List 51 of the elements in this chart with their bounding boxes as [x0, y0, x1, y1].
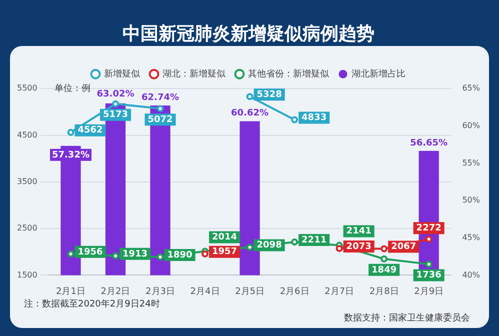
annotation: 单位：例: [54, 82, 90, 94]
y2-tick-label: 50%: [462, 196, 480, 205]
y2-tick-label: 60%: [462, 121, 480, 130]
x-tick-label: 2月2日: [100, 286, 130, 297]
data-label: 57.32%: [52, 150, 90, 160]
data-label: 60.62%: [231, 108, 269, 119]
data-label: 5173: [102, 110, 128, 120]
y-tick-label: 2500: [17, 224, 38, 233]
data-label: 62.74%: [142, 92, 180, 103]
legend-label: 新增疑似: [104, 68, 140, 80]
data-label: 2272: [416, 224, 442, 234]
y2-tick-label: 40%: [462, 270, 480, 280]
x-tick-label: 2月1日: [56, 286, 86, 297]
y-tick-label: 1500: [17, 270, 38, 280]
chart-title: 中国新冠肺炎新增疑似病例趋势: [122, 23, 374, 44]
data-label: 1890: [167, 250, 192, 260]
data-label: 56.65%: [410, 138, 448, 148]
legend-label: 湖北：新增疑似: [162, 68, 226, 80]
data-label: 1957: [212, 247, 238, 258]
x-tick-label: 2月9日: [414, 286, 444, 297]
x-tick-label: 2月3日: [146, 286, 175, 297]
x-tick-label: 2月7日: [324, 286, 354, 297]
text: 注：数据截至2020年2月9日24时: [24, 298, 160, 310]
y2-tick-label: 45%: [462, 232, 480, 242]
y-tick-label: 4500: [17, 130, 38, 140]
data-label: 5072: [148, 114, 173, 125]
data-label: 2014: [212, 232, 238, 243]
y2-tick-label: 65%: [462, 84, 480, 93]
data-label: 1736: [416, 270, 442, 281]
legend-label: 其他省份：新增疑似: [248, 68, 329, 80]
data-label: 2141: [346, 226, 372, 237]
data-label: 1849: [372, 265, 397, 276]
data-label: 1913: [122, 249, 148, 260]
x-tick-label: 2月6日: [280, 286, 310, 297]
data-label: 2067: [391, 242, 416, 252]
x-tick-label: 2月4日: [190, 286, 220, 297]
data-label: 63.02%: [96, 90, 134, 100]
data-label: 4833: [302, 113, 327, 124]
y2-tick-label: 55%: [462, 158, 480, 168]
legend-label: 湖北新增占比: [352, 68, 406, 80]
x-tick-label: 2月8日: [369, 286, 399, 297]
data-label: 2211: [302, 235, 327, 246]
data-label: 1956: [78, 247, 103, 258]
data-label: 5328: [256, 90, 282, 100]
y-tick-label: 3500: [17, 176, 38, 186]
data-label: 2073: [346, 242, 372, 252]
y-tick-label: 5500: [17, 84, 38, 93]
data-label: 4562: [78, 126, 103, 136]
text: 数据支持：国家卫生健康委员会: [344, 312, 470, 324]
data-label: 2098: [256, 240, 282, 251]
x-tick-label: 2月5日: [235, 286, 265, 297]
